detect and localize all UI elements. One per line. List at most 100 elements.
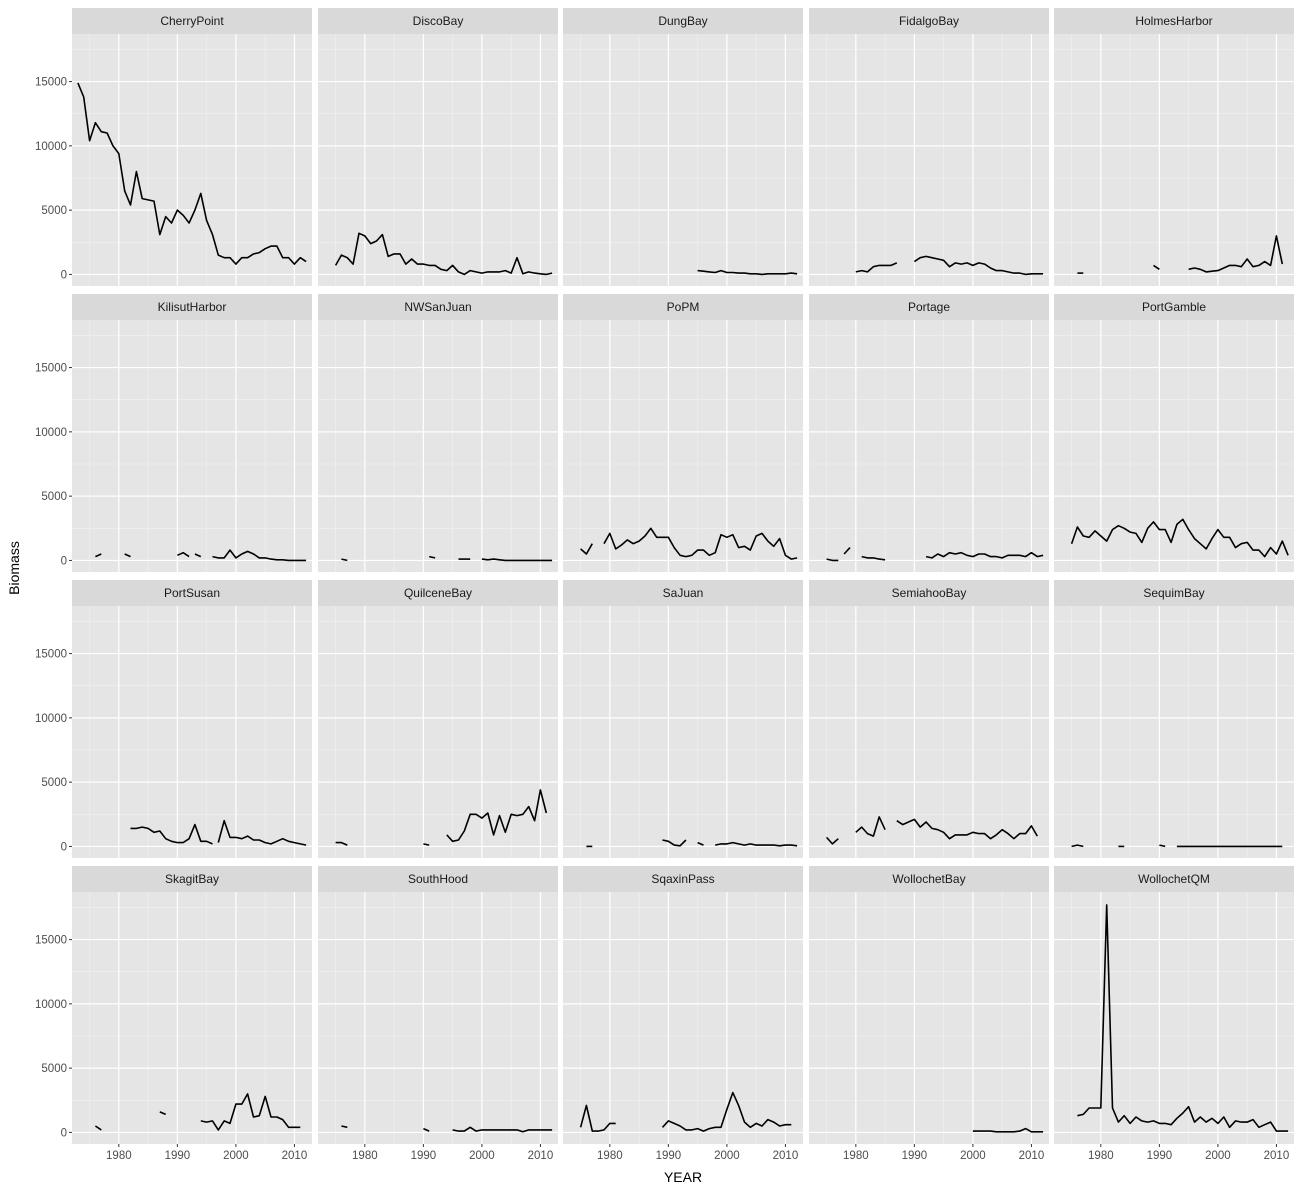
strip-background	[1054, 8, 1294, 34]
series-line-portage	[826, 558, 839, 562]
y-tick-label: 10000	[35, 999, 67, 1011]
x-tick-label: 1980	[106, 1150, 132, 1162]
strip-background	[563, 580, 803, 606]
panel-background	[1054, 892, 1294, 1144]
panel-background	[1054, 320, 1294, 572]
series-line-sajuan	[662, 839, 687, 847]
panel-fidalgobay: FidalgoBay	[809, 8, 1049, 286]
panel-background	[809, 606, 1049, 858]
series-line-portsusan	[130, 823, 213, 845]
panel-background	[809, 320, 1049, 572]
series-line-skagitbay	[200, 1093, 301, 1131]
x-tick-label: 2010	[773, 1150, 799, 1162]
series-line-dungbay	[697, 269, 798, 276]
panel-popm: PoPM	[563, 294, 803, 572]
strip-background	[809, 580, 1049, 606]
series-line-cherrypoint	[77, 82, 307, 265]
y-tick-label: 15000	[35, 935, 67, 947]
series-line-nwsanjuan	[429, 555, 436, 559]
series-line-portage	[925, 551, 1044, 559]
strip-label: CherryPoint	[160, 14, 224, 28]
x-tick-label: 2000	[1205, 1150, 1231, 1162]
panel-background	[318, 34, 558, 286]
strip-label: KilisutHarbor	[158, 300, 227, 314]
series-line-fidalgobay	[855, 262, 898, 273]
strip-label: SequimBay	[1143, 586, 1204, 600]
panel-southhood: SouthHood	[318, 866, 558, 1144]
series-line-kilisutharbor	[194, 553, 202, 558]
strip-label: PoPM	[667, 300, 700, 314]
strip-background	[318, 580, 558, 606]
y-tick-label: 0	[61, 555, 67, 567]
y-tick-label: 10000	[35, 427, 67, 439]
x-tick-label: 1990	[656, 1150, 682, 1162]
strip-label: PortSusan	[164, 586, 220, 600]
strip-label: HolmesHarbor	[1135, 14, 1212, 28]
panel-cherrypoint: CherryPoint	[72, 8, 312, 286]
panel-sequimbay: SequimBay	[1054, 580, 1294, 858]
series-line-popm	[580, 543, 593, 555]
x-tick-label: 2000	[714, 1150, 740, 1162]
x-tick-label: 1980	[597, 1150, 623, 1162]
y-tick-label: 15000	[35, 649, 67, 661]
series-line-wollochetqm	[1077, 904, 1289, 1132]
strip-background	[563, 294, 803, 320]
panel-background	[72, 606, 312, 858]
series-line-holmesharbor	[1153, 264, 1160, 270]
series-line-quilcenebay	[423, 843, 430, 846]
panel-wollochetbay: WollochetBay	[809, 866, 1049, 1144]
strip-label: PortGamble	[1142, 300, 1206, 314]
x-tick-label: 2010	[1019, 1150, 1045, 1162]
x-tick-label: 2010	[528, 1150, 554, 1162]
panel-holmesharbor: HolmesHarbor	[1054, 8, 1294, 286]
panel-background	[72, 892, 312, 1144]
series-line-semiahoobay	[855, 816, 886, 837]
x-tick-label: 2010	[1264, 1150, 1290, 1162]
series-line-southhood	[452, 1126, 553, 1133]
x-tick-label: 2010	[282, 1150, 308, 1162]
strip-background	[563, 866, 803, 892]
y-tick-label: 10000	[35, 141, 67, 153]
strip-label: WollochetBay	[892, 872, 965, 886]
panel-kilisutharbor: KilisutHarbor	[72, 294, 312, 572]
x-tick-label: 2000	[223, 1150, 249, 1162]
strip-background	[72, 580, 312, 606]
x-tick-label: 1990	[902, 1150, 928, 1162]
panel-background	[809, 34, 1049, 286]
y-tick-label: 10000	[35, 713, 67, 725]
panel-background	[1054, 34, 1294, 286]
x-tick-label: 1980	[1088, 1150, 1114, 1162]
y-tick-label: 0	[61, 841, 67, 853]
series-line-portsusan	[217, 819, 307, 846]
strip-background	[72, 866, 312, 892]
series-line-skagitbay	[94, 1125, 102, 1131]
x-tick-label: 1990	[411, 1150, 437, 1162]
strip-label: DiscoBay	[413, 14, 464, 28]
panel-sqaxinpass: SqaxinPass	[563, 866, 803, 1144]
panel-background	[318, 606, 558, 858]
series-line-portage	[843, 547, 851, 555]
panel-background	[563, 606, 803, 858]
y-tick-label: 5000	[41, 777, 67, 789]
panel-nwsanjuan: NWSanJuan	[318, 294, 558, 572]
series-line-wollochetbay	[972, 1127, 1044, 1133]
series-line-popm	[603, 527, 798, 560]
strip-label: SemiahooBay	[892, 586, 967, 600]
panel-background	[563, 892, 803, 1144]
series-line-holmesharbor	[1188, 235, 1284, 273]
strip-background	[1054, 294, 1294, 320]
panel-semiahoobay: SemiahooBay	[809, 580, 1049, 858]
panel-background	[72, 320, 312, 572]
series-line-sqaxinpass	[661, 1091, 792, 1132]
y-tick-label: 5000	[41, 491, 67, 503]
series-line-southhood	[423, 1127, 430, 1132]
strip-background	[563, 8, 803, 34]
y-tick-label: 5000	[41, 205, 67, 217]
series-line-quilcenebay	[335, 841, 348, 846]
panel-portage: Portage	[809, 294, 1049, 572]
panel-background	[563, 320, 803, 572]
x-tick-label: 1990	[1147, 1150, 1173, 1162]
series-line-kilisutharbor	[124, 553, 131, 558]
series-line-kilisutharbor	[95, 553, 102, 558]
